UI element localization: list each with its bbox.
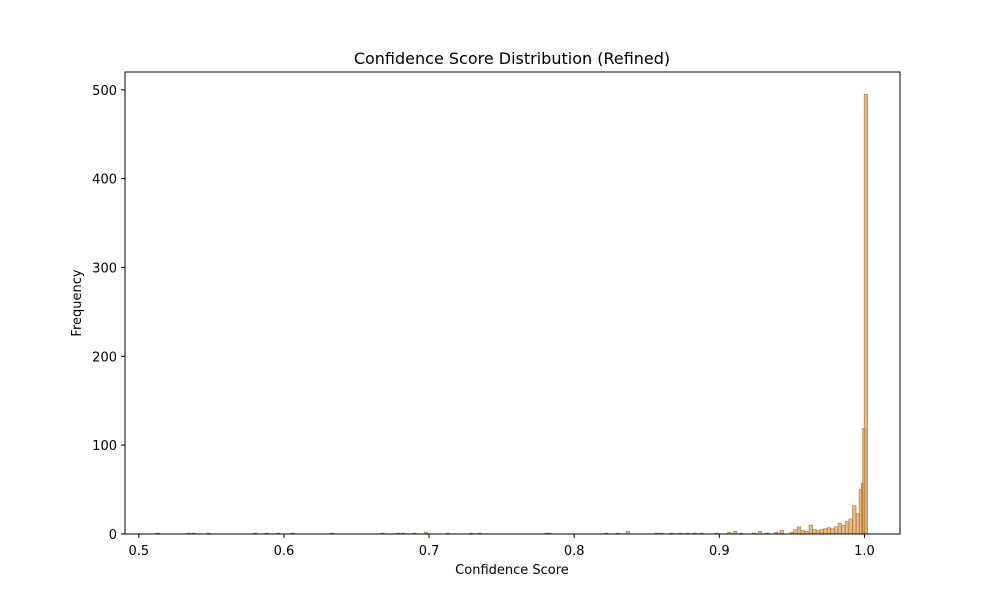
histogram-bar (834, 526, 839, 535)
histogram-bar (841, 524, 846, 535)
histogram-bar (844, 521, 850, 535)
histogram-bar (779, 530, 784, 535)
x-axis-ticks: 0.5 0.6 0.7 0.8 0.9 1.0 (128, 534, 875, 559)
bars-group (155, 93, 868, 535)
histogram-bar (837, 523, 842, 535)
x-tick-label: 0.5 (128, 544, 149, 559)
histogram-bar (823, 528, 828, 535)
y-axis-ticks: 0 100 200 300 400 500 (92, 84, 125, 543)
histogram-bar (812, 529, 817, 535)
x-tick-label: 0.7 (419, 544, 440, 559)
histogram-bar (819, 529, 824, 535)
histogram-bar (808, 524, 813, 535)
x-tick-label: 0.9 (709, 544, 730, 559)
histogram-bar (848, 518, 853, 535)
y-tick-label: 0 (109, 528, 117, 543)
x-axis-label: Confidence Score (455, 563, 569, 578)
chart-title: Confidence Score Distribution (Refined) (354, 49, 670, 68)
x-tick-label: 1.0 (854, 544, 875, 559)
histogram-bar (863, 93, 868, 535)
y-tick-label: 400 (92, 173, 117, 188)
histogram-bar (815, 530, 821, 535)
y-tick-label: 300 (92, 261, 117, 276)
histogram-bar (797, 526, 802, 535)
histogram-bar (793, 529, 798, 535)
histogram-bar (800, 530, 805, 535)
plot-frame (124, 71, 901, 535)
x-tick-label: 0.8 (564, 544, 585, 559)
x-tick-label: 0.6 (274, 544, 295, 559)
histogram-bar (852, 505, 857, 535)
y-tick-label: 500 (92, 84, 117, 99)
histogram-bar (826, 527, 831, 535)
y-axis-label: Frequency (70, 269, 85, 336)
histogram-bar (830, 528, 835, 535)
y-tick-label: 100 (92, 439, 117, 454)
y-tick-label: 200 (92, 350, 117, 365)
